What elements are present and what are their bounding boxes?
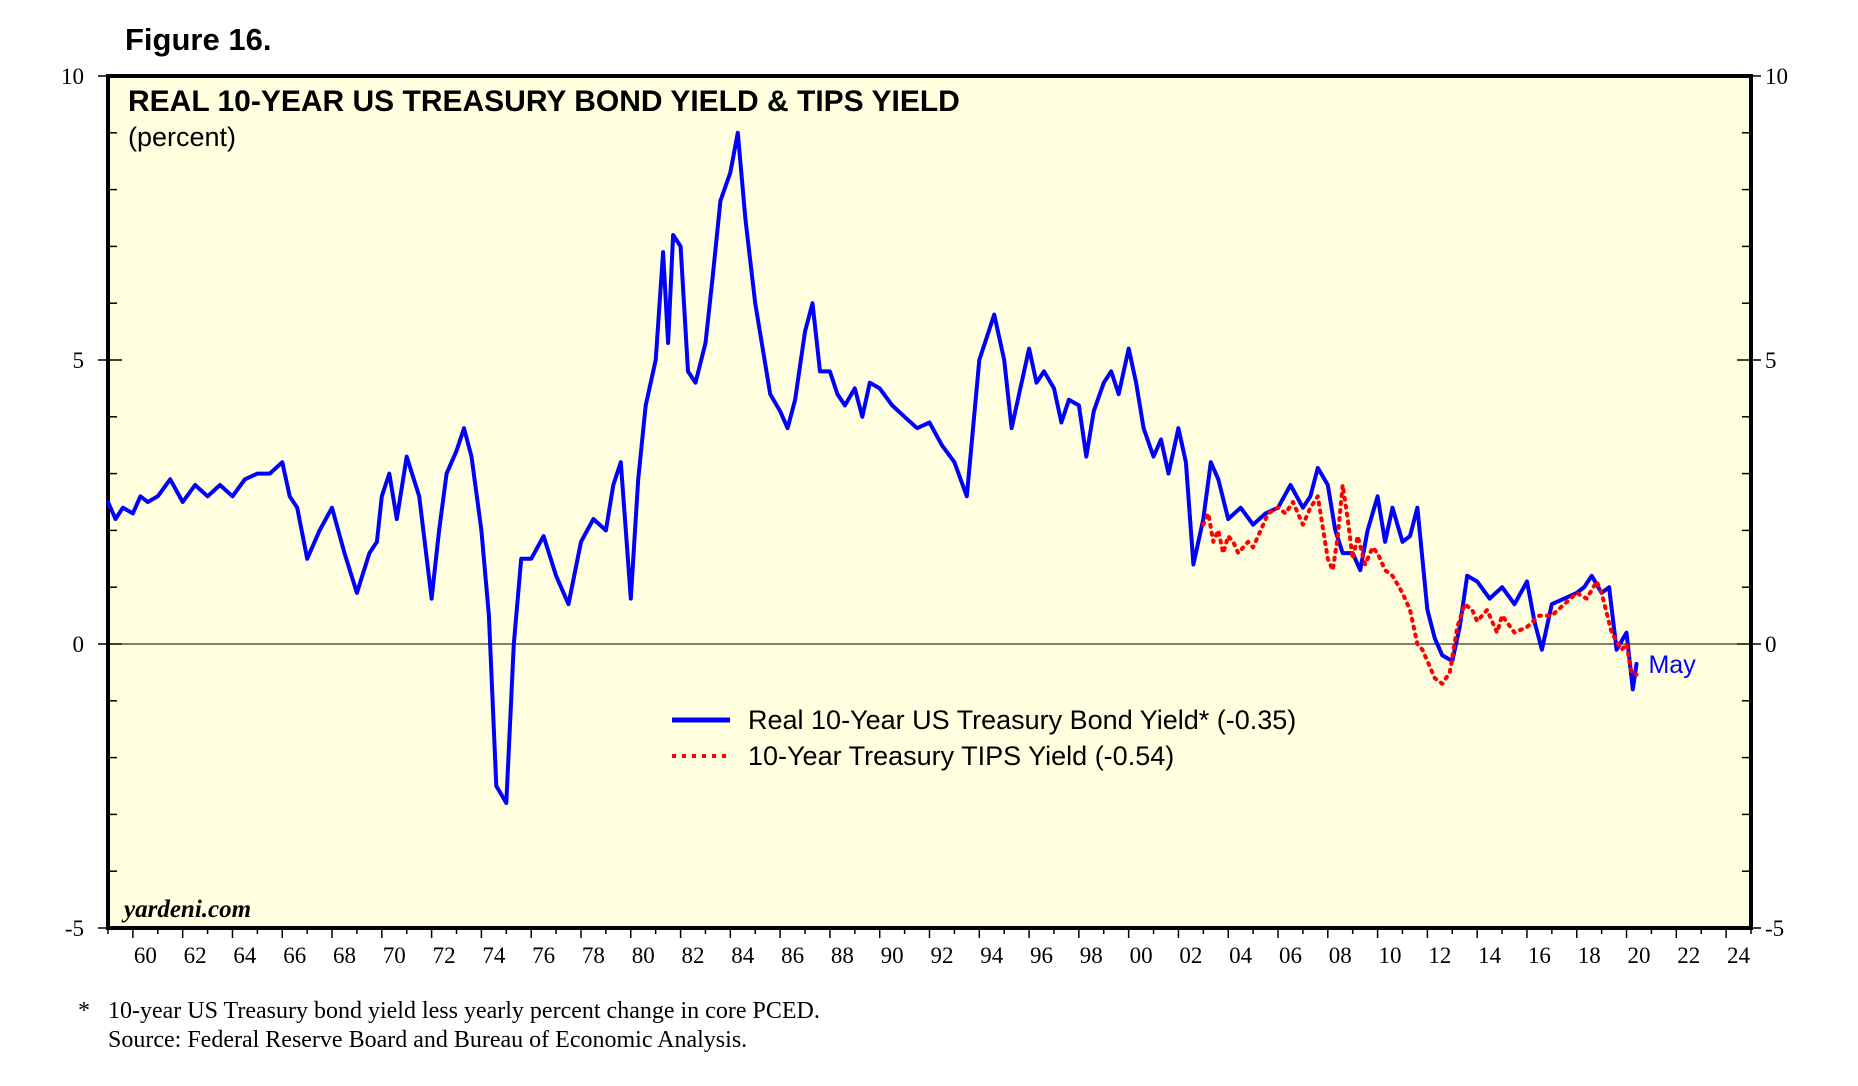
x-tick-label: 64 [233,943,257,968]
x-tick-label: 84 [731,943,755,968]
x-tick-label: 16 [1528,943,1551,968]
x-tick-label: 98 [1080,943,1103,968]
x-tick-label: 82 [682,943,705,968]
x-tick-label: 92 [930,943,953,968]
y-tick-label-left: 5 [73,348,85,373]
y-tick-label-right: 10 [1765,64,1788,89]
x-tick-label: 04 [1229,943,1253,968]
chart-subtitle: (percent) [128,122,236,152]
x-tick-label: 02 [1179,943,1202,968]
plot-area [106,74,1753,930]
watermark: yardeni.com [121,896,251,923]
series-layer [106,130,1639,805]
y-tick-label-left: 0 [73,632,85,657]
chart-title: REAL 10-YEAR US TREASURY BOND YIELD & TI… [128,85,960,118]
footnote-marker: * [78,998,90,1024]
y-tick-label-right: -5 [1765,916,1784,941]
x-tick-label: 96 [1030,943,1053,968]
y-tick-label-right: 5 [1765,348,1777,373]
x-tick-label: 68 [333,943,356,968]
x-tick-label: 86 [781,943,804,968]
footnote-text: 10-year US Treasury bond yield less year… [108,998,820,1024]
source-text: Source: Federal Reserve Board and Bureau… [108,1027,748,1053]
x-tick-label: 14 [1478,943,1502,968]
series-line-tips-yield [1201,483,1639,686]
x-tick-label: 80 [632,943,655,968]
y-tick-label-left: -5 [65,916,84,941]
x-tick-label: 90 [881,943,904,968]
x-tick-label: 60 [134,943,157,968]
x-tick-label: 24 [1727,943,1751,968]
x-tick-label: 08 [1329,943,1352,968]
footnote: * 10-year US Treasury bond yield less yea… [78,997,820,1055]
x-tick-label: 78 [582,943,605,968]
legend-label-real-yield: Real 10-Year US Treasury Bond Yield* (-0… [748,705,1296,735]
x-tick-label: 88 [831,943,854,968]
x-tick-label: 12 [1428,943,1451,968]
y-tick-label-right: 0 [1765,632,1777,657]
x-tick-label: 18 [1578,943,1601,968]
legend: Real 10-Year US Treasury Bond Yield* (-0… [672,705,1296,771]
x-tick-label: 76 [532,943,555,968]
y-tick-label-left: 10 [61,64,84,89]
series-line-real-yield [106,130,1639,805]
x-tick-label: 94 [980,943,1004,968]
figure-label: Figure 16. [125,22,272,57]
x-tick-label: 10 [1379,943,1402,968]
x-tick-label: 20 [1627,943,1650,968]
legend-label-tips-yield: 10-Year Treasury TIPS Yield (-0.54) [748,741,1174,771]
x-tick-label: 74 [482,943,506,968]
end-annotation: May [1648,651,1696,679]
x-tick-label: 70 [383,943,406,968]
x-tick-label: 72 [433,943,456,968]
x-tick-label: 06 [1279,943,1302,968]
x-tick-label: 00 [1130,943,1153,968]
x-tick-label: 22 [1677,943,1700,968]
x-tick-label: 66 [283,943,306,968]
x-tick-label: 62 [184,943,207,968]
